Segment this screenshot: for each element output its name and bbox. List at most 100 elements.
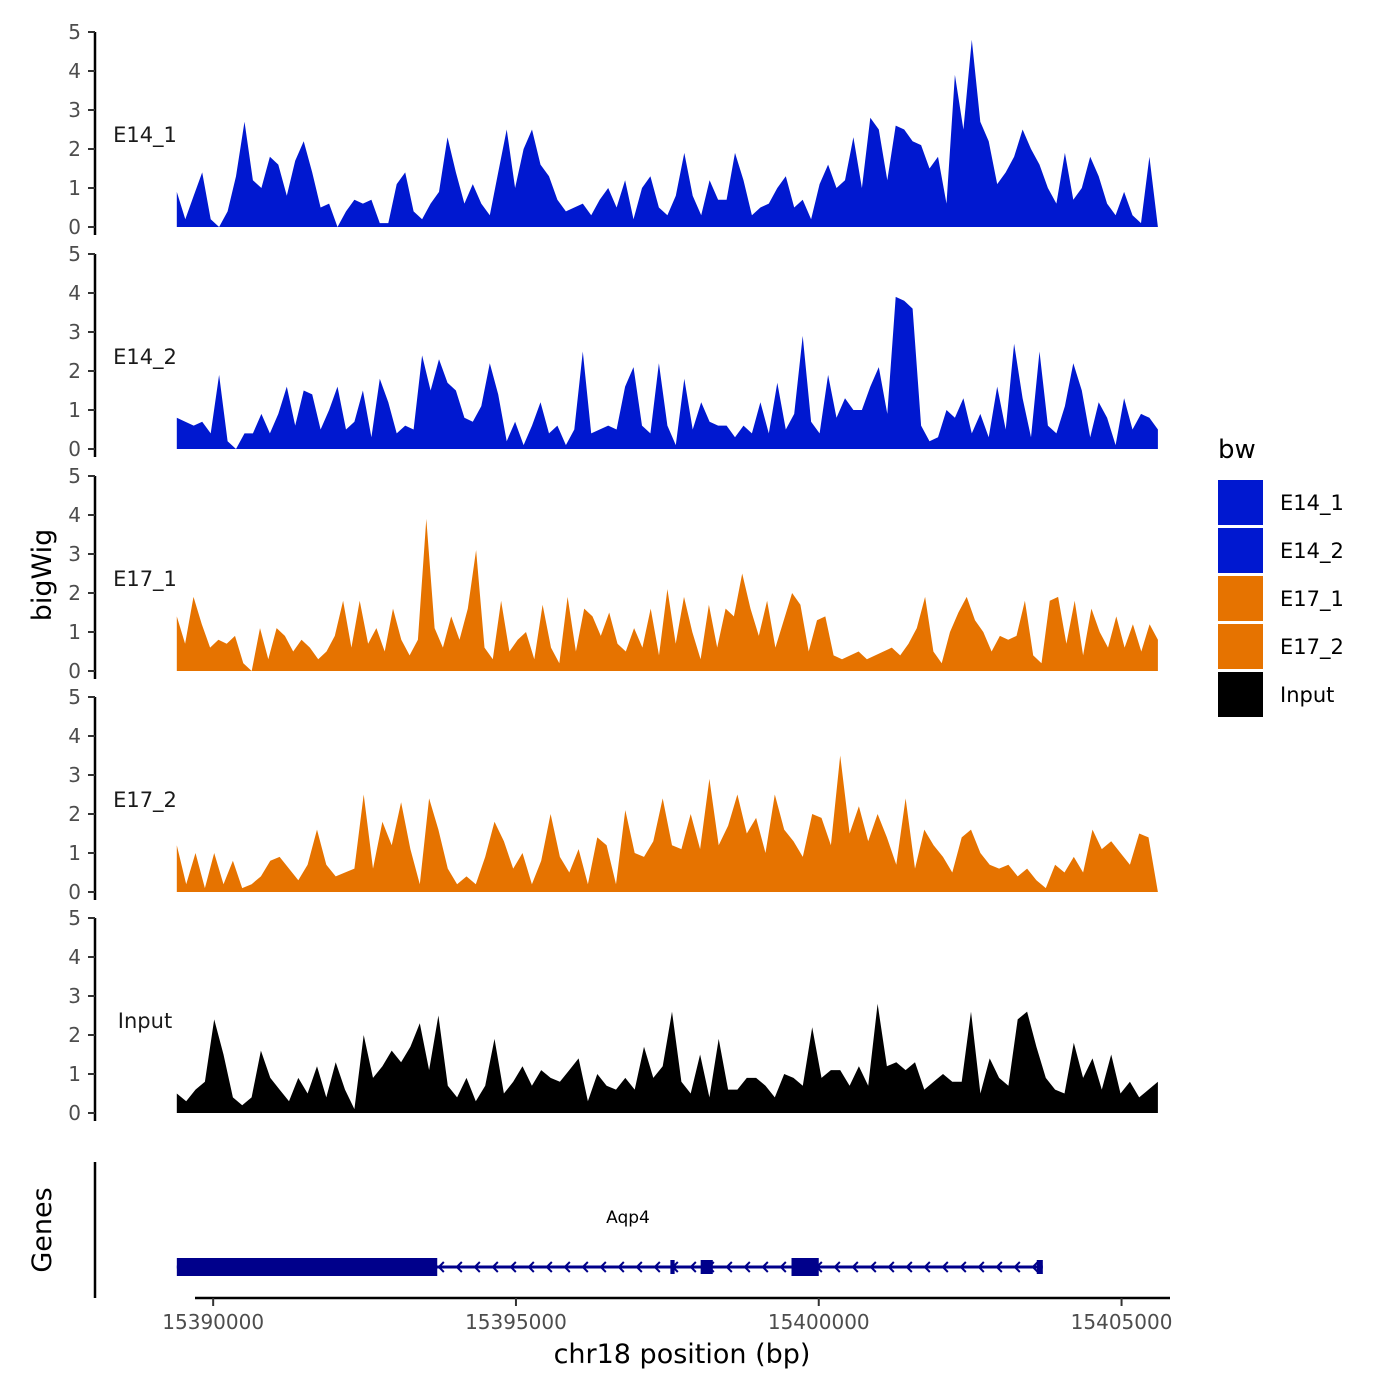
legend-items: E14_1 E14_2 E17_1 E17_2 Input [1218,480,1344,717]
strand-arrow [581,1261,589,1273]
y-tick-label: 2 [68,359,81,383]
track-label: E14_1 [113,123,177,148]
strand-arrow [833,1261,841,1273]
y-tick-label: 0 [68,880,81,904]
y-tick-label: 5 [68,464,81,488]
y-tick-label: 3 [68,763,81,787]
y-tick-label: 3 [68,320,81,344]
strand-arrow [941,1261,949,1273]
coverage-area-E14_1 [176,39,1158,227]
x-ticks: 15390000 15395000 15400000 15405000 [162,1298,1172,1334]
y-tick-label: 1 [68,841,81,865]
strand-arrow [635,1261,643,1273]
track-Input: 0 1 2 3 4 5 Input [68,906,1158,1125]
y-tick-label: 4 [68,503,81,527]
legend: bw E14_1 E14_2 E17_1 E17_2 Input [1218,435,1344,717]
track-E14_1: 0 1 2 3 4 5 E14_1 [68,20,1158,239]
y-tick-label: 2 [68,581,81,605]
coverage-area-E14_2 [176,296,1158,449]
coverage-area-Input [176,1003,1158,1113]
strand-arrow [851,1261,859,1273]
strand-arrow [455,1261,463,1273]
y-tick-label: 3 [68,542,81,566]
strand-arrow [1013,1261,1021,1273]
strand-arrow [653,1261,661,1273]
gene-exon [791,1258,819,1276]
y-tick-label: 2 [68,802,81,826]
x-tick-label: 15395000 [465,1310,567,1334]
y-tick-label: 4 [68,724,81,748]
strand-arrow [527,1261,535,1273]
strand-arrow [563,1261,571,1273]
strand-arrow [905,1261,913,1273]
track-label: E14_2 [113,345,177,370]
legend-label: Input [1280,683,1334,707]
x-axis: 15390000 15395000 15400000 15405000 chr18 p… [162,1296,1172,1370]
track-E17_1: 0 1 2 3 4 5 E17_1 [68,464,1158,683]
strand-arrow [473,1261,481,1273]
y-tick-label: 0 [68,215,81,239]
legend-label: E14_2 [1280,539,1344,564]
y-tick-label: 4 [68,59,81,83]
track-E17_2: 0 1 2 3 4 5 E17_2 [68,685,1158,904]
x-axis-title: chr18 position (bp) [554,1339,811,1370]
y-tick-label: 5 [68,20,81,44]
strand-arrow [437,1261,445,1273]
track-label: E17_1 [113,567,177,592]
strand-arrow [725,1261,733,1273]
gene-exon [670,1260,675,1274]
strand-arrow [977,1261,985,1273]
coverage-area-E17_2 [176,755,1158,892]
legend-label: E17_2 [1280,635,1344,660]
y-tick-label: 3 [68,984,81,1008]
strand-arrow [779,1261,787,1273]
y-tick-label: 4 [68,945,81,969]
x-tick-label: 15390000 [162,1310,264,1334]
strand-arrow [1031,1261,1039,1273]
legend-title: bw [1218,435,1256,465]
track-label: Input [118,1009,172,1033]
legend-label: E17_1 [1280,587,1344,612]
strand-arrow [869,1261,877,1273]
y-tick-label: 1 [68,398,81,422]
gene-model [176,1258,1043,1276]
track-label: E17_2 [113,788,177,813]
strand-arrow [743,1261,751,1273]
y-tick-label: 5 [68,685,81,709]
y-tick-label: 2 [68,137,81,161]
strand-arrow [599,1261,607,1273]
strand-arrow [995,1261,1003,1273]
strand-arrow [923,1261,931,1273]
gene-track-panel: Genes Aqp4 [27,1162,1043,1298]
y-tick-label: 0 [68,1101,81,1125]
gene-name-label: Aqp4 [606,1208,650,1228]
strand-arrow [689,1261,697,1273]
coverage-area-E17_1 [176,518,1158,671]
legend-label: E14_1 [1280,491,1344,516]
y-tick-label: 3 [68,98,81,122]
gene-exon [176,1258,438,1276]
x-tick-label: 15400000 [768,1310,870,1334]
strand-arrow [509,1261,517,1273]
strand-arrow [545,1261,553,1273]
legend-swatch [1218,672,1263,717]
strand-arrow [491,1261,499,1273]
track-panels: 0 1 2 3 4 5 E14_1 0 1 2 3 4 5 E14_2 0 1 2 3 4 5 E17_1 0 1 2 3 4 5 E… [68,20,1158,1125]
x-tick-label: 15405000 [1071,1310,1173,1334]
y-tick-label: 1 [68,620,81,644]
strand-arrow [887,1261,895,1273]
track-E14_2: 0 1 2 3 4 5 E14_2 [68,242,1158,461]
y-tick-label: 1 [68,176,81,200]
strand-arrow [959,1261,967,1273]
y-tick-label: 0 [68,659,81,683]
y-tick-label: 4 [68,281,81,305]
y-tick-label: 2 [68,1023,81,1047]
y-axis-title: bigWig [27,529,58,622]
gene-exon [1036,1260,1043,1274]
gene-track-title: Genes [27,1187,58,1272]
legend-swatch [1218,528,1263,573]
y-tick-label: 5 [68,906,81,930]
gene-exon [700,1260,713,1274]
strand-arrow [761,1261,769,1273]
